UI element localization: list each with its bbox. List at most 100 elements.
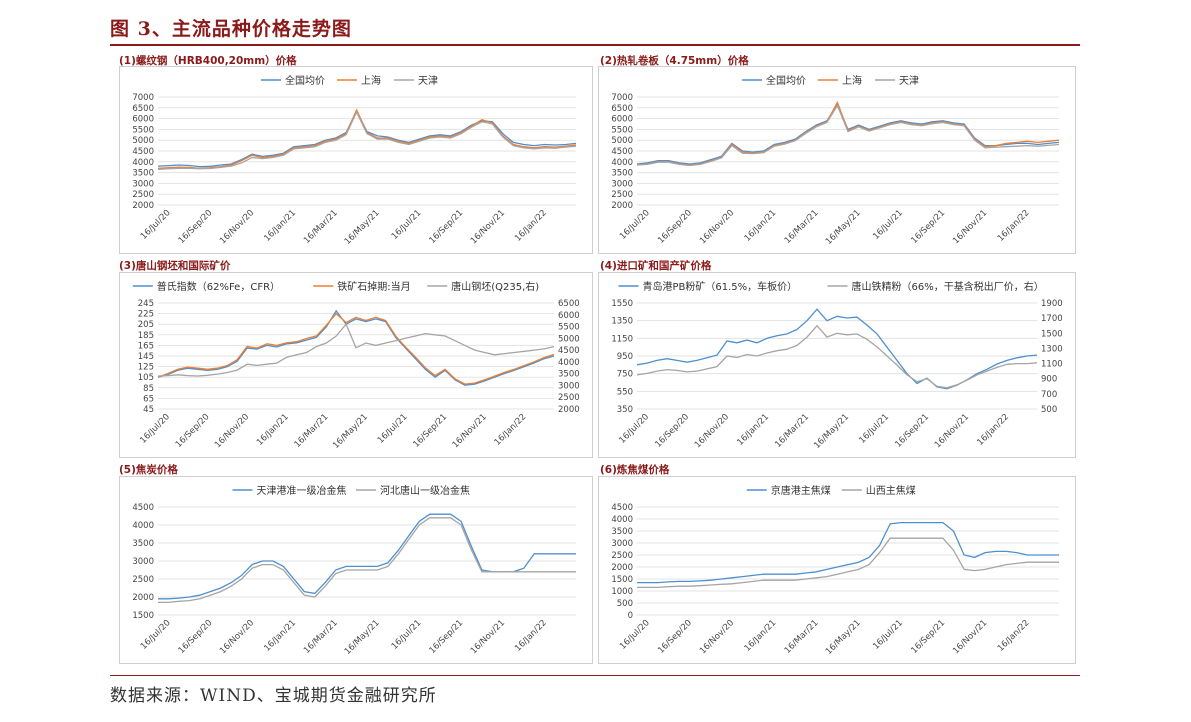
y-tick-label: 3500 bbox=[611, 169, 633, 179]
chart-rebar: 2000250030003500400045005000550060006500… bbox=[132, 74, 577, 247]
x-tick-label: 16/Jul/20 bbox=[618, 618, 652, 652]
x-tick-label: 16/Mar/21 bbox=[783, 618, 821, 656]
x-tick-label: 16/Jul/21 bbox=[390, 618, 424, 652]
y-tick-label: 0 bbox=[628, 611, 633, 621]
y-tick-label: 3000 bbox=[132, 179, 154, 189]
y-tick-label: 2000 bbox=[611, 563, 633, 573]
y-tick-label: 6500 bbox=[132, 104, 154, 114]
x-tick-label: 16/Jan/22 bbox=[996, 618, 1032, 654]
legend-label: 青岛港PB粉矿（61.5%，车板价） bbox=[643, 280, 798, 293]
series-line-1 bbox=[157, 312, 555, 385]
source-note: 数据来源：WIND、宝城期货金融研究所 bbox=[110, 686, 437, 706]
y-tick-label: 3500 bbox=[611, 527, 633, 537]
y-tick-label: 5000 bbox=[132, 136, 154, 146]
y-tick-label: 1350 bbox=[611, 317, 633, 327]
y-right-tick-label: 700 bbox=[1041, 390, 1057, 400]
series-line-1 bbox=[158, 517, 576, 604]
y-tick-label: 5000 bbox=[611, 136, 633, 146]
y-right-tick-label: 6500 bbox=[558, 299, 580, 309]
legend-label: 铁矿石掉期:当月 bbox=[337, 280, 410, 293]
y-tick-label: 2000 bbox=[132, 593, 154, 603]
x-tick-label: 16/Sep/21 bbox=[428, 618, 466, 656]
x-tick-label: 16/Jan/22 bbox=[513, 208, 549, 244]
legend-label: 普氏指数（62%Fe，CFR） bbox=[157, 280, 280, 293]
x-tick-label: 16/Nov/20 bbox=[698, 208, 736, 246]
y-tick-label: 4500 bbox=[611, 147, 633, 157]
x-tick-label: 16/Sep/21 bbox=[909, 618, 947, 656]
series-line-0 bbox=[636, 103, 1060, 165]
legend: 京唐港主焦煤 山西主焦煤 bbox=[746, 484, 916, 497]
x-tick-label: 16/Nov/21 bbox=[951, 208, 989, 246]
y-right-tick-label: 3500 bbox=[558, 370, 580, 380]
chart-panel-coking-coal: 0 500 1000 1500 2000 2500 3000 3500 4000 4500 16/J… bbox=[598, 476, 1076, 664]
x-tick-label: 16/Jan/22 bbox=[493, 412, 529, 448]
chart-hrc: 2000250030003500400045005000550060006500… bbox=[611, 74, 1060, 247]
y-tick-label: 1150 bbox=[611, 334, 633, 344]
x-tick-label: 16/Sep/21 bbox=[909, 208, 947, 246]
legend: 青岛港PB粉矿（61.5%，车板价） 唐山铁精粉（66%，干基含税出厂价，右） bbox=[618, 280, 1044, 293]
legend: 全国均价 上海 天津 bbox=[742, 74, 919, 87]
x-tick-label: 16/Nov/20 bbox=[698, 618, 736, 656]
y-tick-label: 4000 bbox=[611, 158, 633, 168]
y-tick-label: 950 bbox=[617, 352, 633, 362]
series-line-2 bbox=[636, 104, 1060, 167]
y-tick-label: 4500 bbox=[132, 503, 154, 513]
legend: 全国均价 上海 天津 bbox=[261, 74, 438, 87]
y-tick-label: 185 bbox=[138, 331, 154, 341]
y-right-tick-label: 4500 bbox=[558, 346, 580, 356]
y-right-tick-label: 1700 bbox=[1041, 314, 1063, 324]
y-tick-label: 7000 bbox=[611, 93, 633, 103]
x-tick-label: 16/Sep/20 bbox=[177, 208, 215, 246]
y-tick-label: 1550 bbox=[611, 299, 633, 309]
x-tick-label: 16/May/21 bbox=[812, 412, 851, 451]
y-tick-label: 6000 bbox=[611, 115, 633, 125]
series-line-1 bbox=[637, 537, 1059, 589]
y-tick-label: 145 bbox=[138, 352, 154, 362]
y-tick-label: 2000 bbox=[132, 201, 154, 211]
chart-coking-coal: 0 500 1000 1500 2000 2500 3000 3500 4000 4500 16/J… bbox=[611, 484, 1059, 657]
x-tick-label: 16/Nov/21 bbox=[469, 208, 507, 246]
x-tick-label: 16/May/21 bbox=[331, 412, 370, 451]
legend-label: 天津 bbox=[418, 75, 438, 87]
x-tick-label: 16/Jan/22 bbox=[513, 618, 549, 654]
y-tick-label: 5500 bbox=[132, 125, 154, 135]
x-tick-label: 16/Sep/20 bbox=[174, 412, 212, 450]
x-tick-label: 16/Jul/21 bbox=[376, 412, 410, 446]
x-tick-label: 16/Nov/21 bbox=[951, 618, 989, 656]
y-tick-label: 350 bbox=[617, 405, 633, 415]
x-tick-label: 16/Jul/21 bbox=[871, 618, 905, 652]
y-tick-label: 205 bbox=[138, 320, 154, 330]
x-tick-label: 16/Sep/20 bbox=[656, 618, 694, 656]
y-right-tick-label: 500 bbox=[1041, 405, 1057, 415]
y-tick-label: 7000 bbox=[132, 93, 154, 103]
chart-panel-rebar: 2000 2500 3000 3500 4000 4500 5000 5500 6000 6500… bbox=[119, 66, 593, 254]
x-tick-label: 16/Jul/20 bbox=[139, 618, 173, 652]
x-tick-label: 16/Nov/21 bbox=[469, 618, 507, 656]
y-tick-label: 245 bbox=[138, 299, 154, 309]
y-right-tick-label: 2500 bbox=[558, 393, 580, 403]
y-right-tick-label: 1900 bbox=[1041, 299, 1063, 309]
series-line-1 bbox=[636, 100, 1060, 166]
y-tick-label: 2000 bbox=[611, 201, 633, 211]
y-tick-label: 2500 bbox=[611, 551, 633, 561]
y-right-tick-label: 4000 bbox=[558, 358, 580, 368]
x-tick-label: 16/Nov/20 bbox=[693, 412, 731, 450]
y-tick-label: 3500 bbox=[132, 169, 154, 179]
y-tick-label: 105 bbox=[138, 373, 154, 383]
x-tick-label: 16/Jan/21 bbox=[255, 412, 291, 448]
x-tick-label: 16/May/21 bbox=[343, 618, 382, 657]
panel-title-ore: (4)进口矿和国产矿价格 bbox=[600, 260, 712, 272]
y-tick-label: 2500 bbox=[132, 190, 154, 200]
series-line-0 bbox=[637, 521, 1059, 584]
panel-title-coking-coal: (6)炼焦煤价格 bbox=[600, 464, 670, 476]
y-tick-label: 125 bbox=[138, 363, 154, 373]
y-tick-label: 750 bbox=[617, 370, 633, 380]
panel-title-coke: (5)焦炭价格 bbox=[119, 464, 178, 476]
legend-label: 山西主焦煤 bbox=[866, 484, 916, 497]
x-tick-label: 16/Jan/21 bbox=[262, 618, 298, 654]
legend-label: 全国均价 bbox=[766, 74, 806, 87]
y-tick-label: 4000 bbox=[611, 515, 633, 525]
legend: 天津港准一级冶金焦 河北唐山一级冶金焦 bbox=[232, 484, 470, 497]
